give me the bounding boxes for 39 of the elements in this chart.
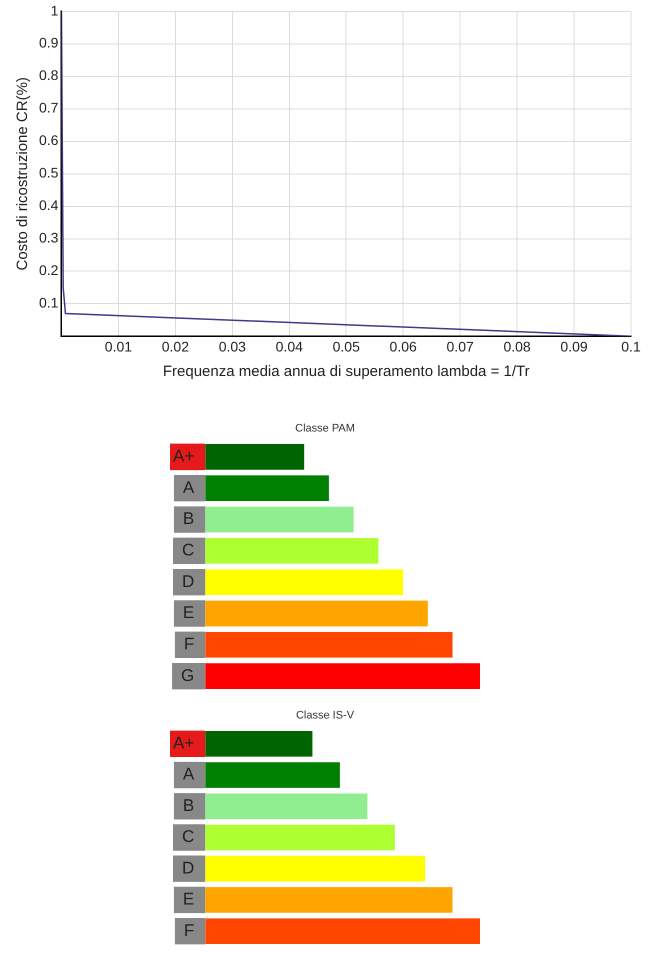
- y-tick-label: D: [182, 572, 194, 591]
- y-tick-label: A+: [172, 734, 194, 752]
- y-tick-label: 1: [50, 2, 59, 18]
- x-tick-label: 0.02: [162, 338, 190, 354]
- y-tick-label: F: [184, 920, 194, 940]
- y-tick-label: B: [182, 796, 194, 815]
- y-axis-title: Costo di ricostruzione CR(%): [14, 77, 32, 270]
- y-tick-label: E: [182, 890, 194, 909]
- x-tick-label: 0.03: [218, 338, 246, 354]
- x-tick-label: 0.1: [621, 338, 641, 354]
- chart-title: Classe PAM: [295, 422, 355, 435]
- y-tick-label: 0.5: [38, 164, 59, 181]
- x-axis-title: Frequenza media annua di superamento lambda = 1/Tr: [162, 363, 530, 380]
- y-tick-label: 0.1: [38, 294, 59, 311]
- y-tick-label: G: [181, 666, 194, 685]
- y-tick-label: 0.7: [38, 100, 59, 116]
- y-tick-label: 0.3: [38, 230, 59, 246]
- x-tick-label: 0.04: [276, 338, 304, 354]
- x-tick-label: 0.01: [104, 338, 132, 354]
- y-tick-label: 0.2: [38, 262, 59, 278]
- y-tick-label: C: [182, 540, 194, 560]
- y-tick-label: 0.4: [38, 197, 59, 214]
- y-tick-label: A+: [172, 446, 194, 466]
- y-tick-label: 0.8: [38, 67, 59, 84]
- x-tick-label: 0.08: [503, 338, 531, 354]
- y-tick-label: A: [182, 764, 195, 784]
- y-tick-label: A: [182, 478, 195, 497]
- chart-title: Classe IS-V: [296, 710, 355, 722]
- x-tick-label: 0.05: [332, 338, 360, 354]
- y-tick-label: B: [182, 509, 194, 528]
- x-tick-label: 0.06: [390, 338, 418, 354]
- y-tick-label: C: [182, 827, 194, 846]
- y-tick-label: E: [182, 603, 194, 622]
- y-tick-label: D: [182, 858, 194, 878]
- y-tick-label: 0.9: [38, 34, 59, 51]
- y-tick-label: 0.6: [38, 132, 59, 148]
- x-tick-label: 0.07: [446, 338, 474, 354]
- x-tick-label: 0.09: [560, 338, 588, 354]
- y-tick-label: F: [184, 634, 194, 654]
